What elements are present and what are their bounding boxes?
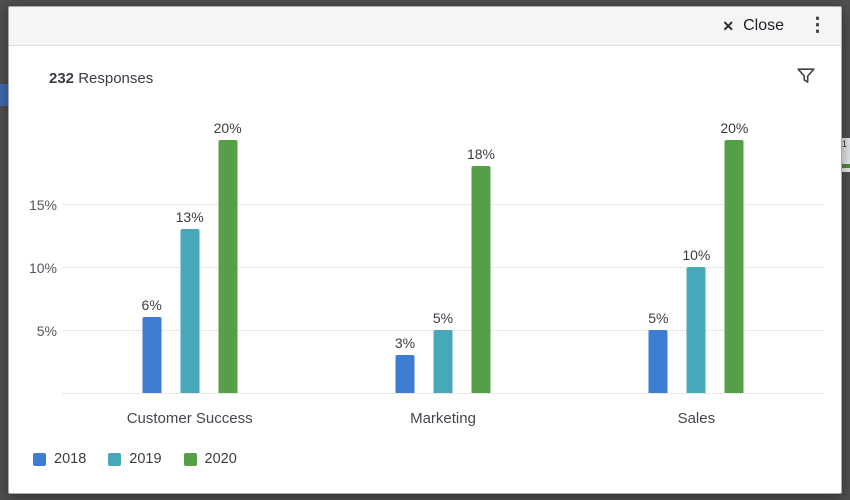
background-window-fragment-right: 1 <box>842 138 850 172</box>
category-label-customer-success: Customer Success <box>126 410 253 427</box>
legend-swatch <box>108 452 122 466</box>
filter-icon <box>797 67 815 89</box>
responses-label: Responses <box>74 69 154 87</box>
legend-label: 2018 <box>54 451 87 467</box>
modal-dialog: ✕ Close ⋮ 232 Responses 5% 10% 15% 6% 13% 20%… <box>8 6 842 494</box>
plot-area: 5% 10% 15% 6% 13% 20% Customer Success 3% 5% 18% M… <box>29 120 823 427</box>
bar-value-label: 6% <box>141 297 162 314</box>
legend-label: 2019 <box>129 451 162 467</box>
responses-count: 232 <box>49 69 75 87</box>
bar-column: 10% <box>682 247 710 393</box>
filter-button[interactable] <box>797 67 815 89</box>
bar-group-sales: 5% 10% 20% <box>648 120 748 393</box>
close-button[interactable]: ✕ Close <box>722 17 784 35</box>
kebab-icon: ⋮ <box>808 15 827 36</box>
bar-2020-customer-success[interactable] <box>218 140 238 393</box>
y-axis-tick-label: 5% <box>36 322 57 339</box>
bar-value-label: 5% <box>648 309 669 326</box>
bar-2020-marketing[interactable] <box>471 165 491 393</box>
close-icon: ✕ <box>722 17 735 34</box>
bar-2019-customer-success[interactable] <box>180 228 200 393</box>
bar-column: 5% <box>648 309 669 393</box>
bar-2019-marketing[interactable] <box>433 329 453 393</box>
bar-2018-customer-success[interactable] <box>142 317 162 393</box>
bar-column: 3% <box>394 335 416 393</box>
kebab-menu-button[interactable]: ⋮ <box>802 7 833 45</box>
legend-item-2020[interactable]: 2020 <box>183 451 237 467</box>
bar-2019-sales[interactable] <box>686 266 706 393</box>
close-label: Close <box>743 17 784 34</box>
bar-value-label: 20% <box>213 120 242 137</box>
bar-value-label: 10% <box>682 246 711 263</box>
bar-2018-marketing[interactable] <box>395 355 415 393</box>
bar-column: 20% <box>720 120 748 393</box>
bar-group-marketing: 3% 5% 18% <box>394 146 495 393</box>
bar-column: 5% <box>432 309 454 393</box>
y-axis-tick-label: 15% <box>28 196 57 213</box>
category-label-marketing: Marketing <box>410 410 476 427</box>
gridline-0 <box>63 393 823 394</box>
background-fragment-label: 1 <box>842 139 848 149</box>
modal-topbar: ✕ Close ⋮ <box>9 7 841 46</box>
gridline-10 <box>63 266 823 268</box>
legend-item-2019[interactable]: 2019 <box>108 451 162 467</box>
bar-column: 6% <box>141 297 162 393</box>
bar-column: 13% <box>176 209 204 393</box>
bar-value-label: 5% <box>432 309 454 326</box>
bar-value-label: 20% <box>720 120 749 137</box>
responses-count-text: 232 Responses <box>49 70 153 87</box>
bar-value-label: 18% <box>466 145 496 162</box>
bar-group-customer-success: 6% 13% 20% <box>141 120 242 393</box>
legend-swatch <box>183 452 197 466</box>
bar-2018-sales[interactable] <box>648 329 668 393</box>
legend-label: 2020 <box>204 451 237 467</box>
background-window-fragment-left <box>0 84 8 106</box>
bar-column: 18% <box>467 146 495 393</box>
y-axis-tick-label: 10% <box>28 259 57 276</box>
bar-2020-sales[interactable] <box>724 140 744 393</box>
legend: 2018 2019 2020 <box>33 451 259 467</box>
background-fragment-line <box>842 164 850 168</box>
legend-item-2018[interactable]: 2018 <box>33 451 86 467</box>
bar-value-label: 13% <box>175 208 204 225</box>
bar-column: 20% <box>214 120 242 393</box>
category-label-sales: Sales <box>677 410 716 427</box>
bar-value-label: 3% <box>394 335 416 352</box>
chart-header-row: 232 Responses <box>49 67 815 89</box>
gridline-15 <box>63 203 823 205</box>
legend-swatch <box>33 452 46 466</box>
